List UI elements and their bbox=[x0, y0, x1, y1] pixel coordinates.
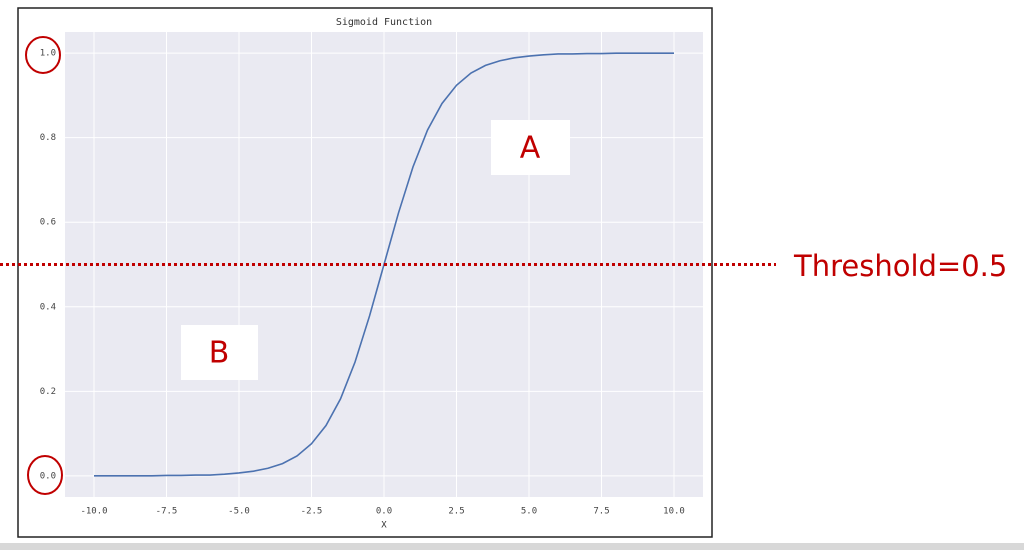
x-tick-label: -7.5 bbox=[156, 507, 178, 517]
region-a-label: A bbox=[520, 131, 541, 166]
y-tick-label: 0.6 bbox=[40, 218, 56, 228]
x-tick-label: 5.0 bbox=[521, 507, 537, 517]
region-a-box bbox=[491, 120, 570, 175]
chart-title: Sigmoid Function bbox=[336, 17, 432, 28]
x-tick-label: 10.0 bbox=[663, 507, 685, 517]
region-b-box bbox=[181, 325, 258, 380]
highlight-circle bbox=[25, 36, 61, 74]
y-tick-label: 1.0 bbox=[40, 49, 56, 59]
x-axis-label: X bbox=[381, 521, 387, 531]
marks bbox=[0, 52, 776, 477]
x-tick-label: -10.0 bbox=[80, 507, 107, 517]
x-tick-label: -2.5 bbox=[301, 507, 323, 517]
y-tick-label: 0.0 bbox=[40, 471, 56, 481]
threshold-label: Threshold=0.5 bbox=[793, 249, 1007, 283]
x-tick-label: 7.5 bbox=[593, 507, 609, 517]
y-tick-label: 0.8 bbox=[40, 133, 56, 143]
highlight-circle bbox=[27, 455, 63, 495]
y-tick-label: 0.2 bbox=[40, 387, 56, 397]
y-tick-label: 0.4 bbox=[40, 302, 56, 312]
x-tick-label: -5.0 bbox=[228, 507, 250, 517]
bottom-bar bbox=[0, 543, 1024, 550]
region-b-label: B bbox=[209, 336, 230, 371]
x-tick-label: 2.5 bbox=[448, 507, 464, 517]
x-tick-label: 0.0 bbox=[376, 507, 392, 517]
